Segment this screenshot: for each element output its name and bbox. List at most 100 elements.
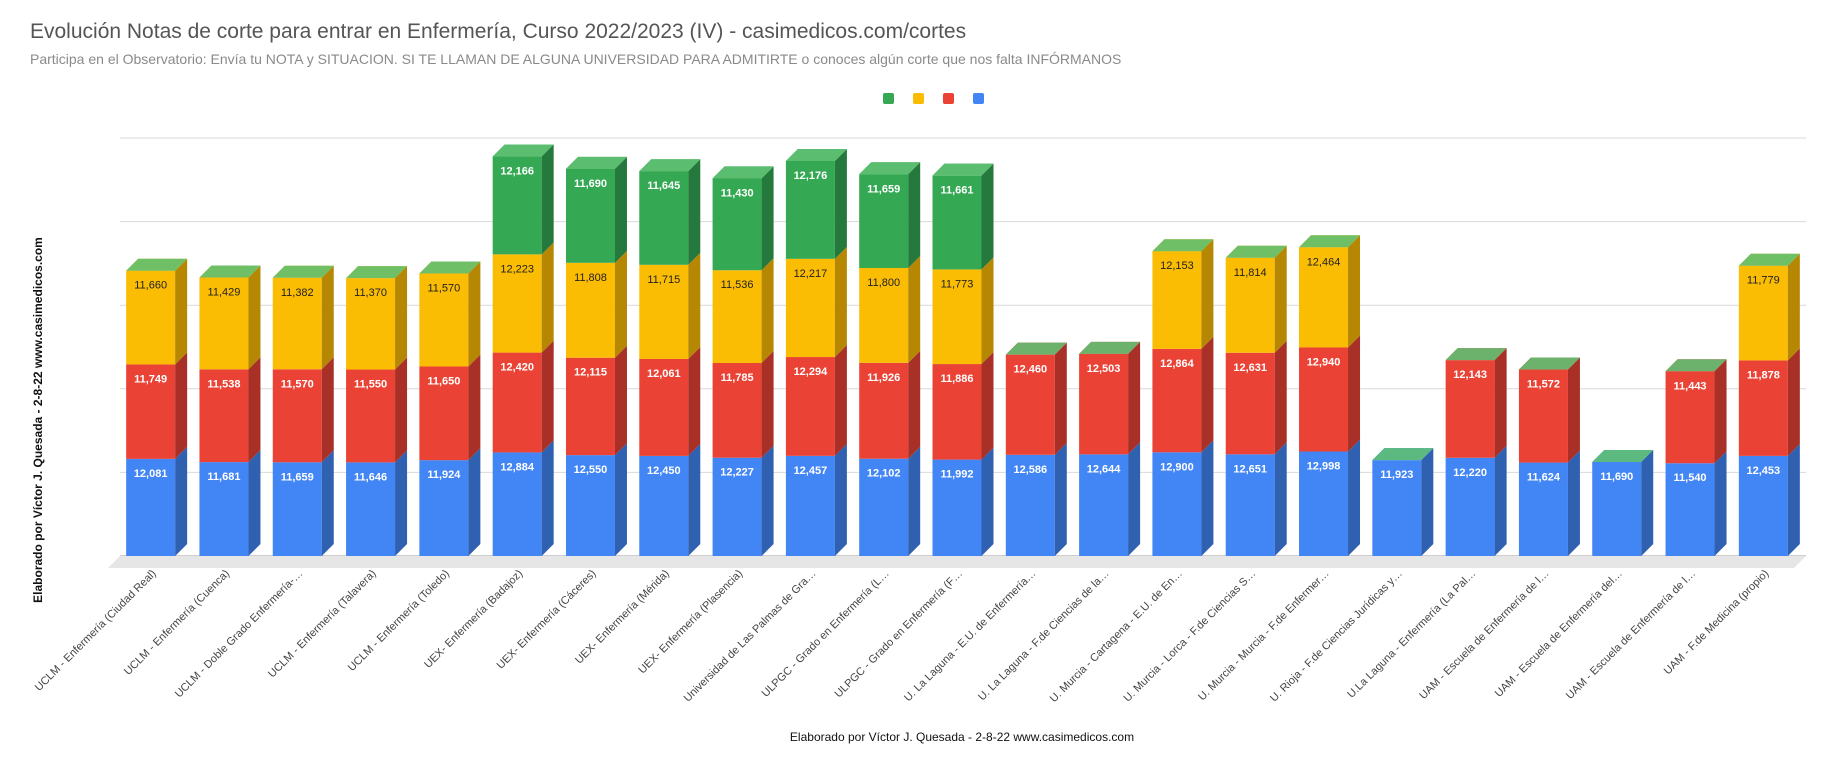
bar-segment (419, 460, 469, 556)
bar-segment-side (1348, 335, 1361, 452)
bar-segment (1005, 354, 1055, 455)
data-label: 12,450 (647, 465, 681, 477)
bar-segment (272, 277, 322, 370)
data-label: 12,153 (1160, 260, 1194, 272)
bar-segment (1299, 247, 1349, 348)
bar-segment (126, 364, 176, 459)
data-label: 11,382 (281, 287, 314, 299)
bar-top-cap (565, 156, 627, 169)
data-label: 11,773 (941, 278, 974, 290)
data-label: 12,176 (794, 170, 828, 182)
bar-segment-side (688, 346, 701, 456)
bar-segment (126, 458, 176, 556)
x-tick-label: U. Murcia - Cartagena - E.U. de En… (1048, 568, 1185, 705)
data-label: 11,538 (207, 378, 240, 390)
bar-top-cap (1225, 245, 1287, 258)
bar-segment-side (981, 163, 994, 270)
bar-segment (1152, 348, 1202, 453)
bar-segment-side (614, 443, 627, 556)
bar-segment (199, 462, 249, 556)
bar-segment-side (1201, 239, 1214, 349)
bar-segment-side (761, 166, 774, 271)
bar-segment (1372, 460, 1422, 556)
x-tick-label: UAM - Escuela de Enfermería de l… (1564, 568, 1698, 702)
data-label: 12,115 (574, 367, 607, 379)
bar-top-cap (1152, 239, 1214, 252)
bar-segment (492, 156, 542, 255)
bar-segment-side (908, 255, 921, 363)
x-tick-label: U. Murcia - Lorca - F.de Ciencias S… (1121, 568, 1258, 705)
bar-segment (712, 362, 762, 458)
data-label: 12,220 (1453, 467, 1487, 479)
data-label: 11,814 (1234, 267, 1267, 279)
bar-segment-side (1787, 443, 1800, 556)
bar-segment-side (834, 345, 847, 456)
bar-segment-side (688, 252, 701, 359)
chart-subtitle: Participa en el Observatorio: Envía tu N… (30, 51, 1122, 67)
bar-segment-side (1054, 442, 1067, 556)
data-label: 12,453 (1747, 465, 1781, 477)
bar-top-cap (859, 162, 921, 175)
x-tick-labels: UCLM - Enfermería (Ciudad Real)UCLM - En… (33, 568, 1772, 705)
bar-top-cap (1299, 235, 1361, 248)
bar-segment-side (761, 445, 774, 556)
bar-top-cap (199, 265, 261, 278)
data-label: 11,443 (1674, 380, 1707, 392)
bar-segment (785, 258, 835, 358)
data-label: 11,715 (647, 274, 680, 286)
bar-segment (1592, 462, 1642, 556)
bar-top-cap (1372, 448, 1434, 461)
bar-segment (199, 369, 249, 463)
data-label: 12,884 (500, 461, 535, 473)
data-label: 12,464 (1307, 256, 1341, 268)
data-label: 12,900 (1160, 461, 1194, 473)
bar-segment (1738, 265, 1788, 361)
bar-segment (1445, 457, 1495, 556)
data-label: 12,460 (1013, 364, 1047, 376)
bar-segment-side (834, 443, 847, 556)
data-label: 12,550 (574, 464, 608, 476)
bar-segment-side (1787, 348, 1800, 456)
bar-segment-side (614, 250, 627, 358)
bar-segment-side (834, 246, 847, 358)
data-label: 12,651 (1233, 463, 1267, 475)
bar-segment (1079, 353, 1129, 455)
bar-segment (639, 358, 689, 456)
bar-segment (1665, 463, 1715, 556)
bar-segment (712, 270, 762, 363)
bar-segment-side (541, 144, 554, 255)
bar-segment-side (1274, 245, 1287, 353)
bar-segment-side (175, 258, 188, 365)
data-label: 11,808 (574, 272, 607, 284)
bar-segment-side (1274, 340, 1287, 455)
data-label: 11,690 (1600, 471, 1633, 483)
data-label: 12,864 (1160, 358, 1195, 370)
bar-segment-side (834, 148, 847, 259)
data-label: 11,370 (354, 287, 387, 299)
bar-segment (859, 362, 909, 459)
data-label: 12,457 (794, 465, 828, 477)
data-label: 11,430 (721, 187, 754, 199)
bar-segment (1225, 454, 1275, 556)
bar-segment-side (1201, 336, 1214, 453)
legend-swatch (943, 93, 954, 104)
bar-segment (1152, 452, 1202, 556)
data-label: 12,631 (1233, 362, 1267, 374)
bar-segment-side (1421, 448, 1434, 556)
bar-segment-side (761, 350, 774, 458)
bar-segment-side (1494, 445, 1507, 556)
data-label: 12,998 (1307, 461, 1341, 473)
bar-segment-side (541, 242, 554, 353)
x-tick-label: UCLM - Doble Grado Enfermería-… (173, 568, 306, 701)
bar-segment-side (688, 159, 701, 265)
bar-top-cap (639, 159, 701, 172)
bar-segment (565, 262, 615, 358)
data-label: 11,540 (1674, 472, 1707, 484)
bar-segment (1518, 369, 1568, 463)
bar-segment (272, 369, 322, 463)
x-tick-label: U. La Laguna - E.U. de Enfermería… (902, 568, 1038, 704)
bar-segment (639, 455, 689, 556)
data-label: 11,785 (721, 372, 754, 384)
bar-segment (565, 357, 615, 456)
bar-segment-side (1128, 341, 1141, 455)
